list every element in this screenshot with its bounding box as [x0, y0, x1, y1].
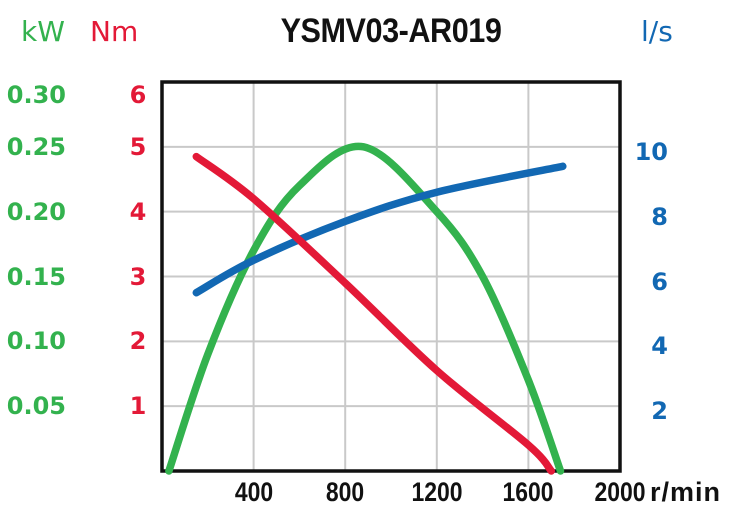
x-tick-label: 400 — [234, 477, 273, 507]
kw-tick-label: 0.20 — [6, 197, 66, 226]
x-tick-label: 1200 — [411, 477, 463, 507]
kw-tick-label: 0.30 — [6, 81, 66, 109]
nm-axis-title: Nm — [90, 15, 139, 48]
kw-tick-label: 0.10 — [6, 327, 66, 356]
nm-tick-label: 2 — [129, 327, 147, 356]
x-tick-label: 2000 — [594, 477, 646, 507]
ls-axis-title: l/s — [641, 15, 673, 48]
chart-title: YSMV03-AR019 — [280, 12, 502, 50]
nm-tick-label: 3 — [129, 262, 147, 291]
nm-tick-label: 1 — [129, 392, 147, 421]
x-axis-unit: r/min — [650, 477, 722, 507]
ls-tick-label: 4 — [651, 332, 668, 361]
ls-tick-label: 8 — [651, 202, 668, 231]
kw-tick-label: 0.05 — [6, 392, 66, 421]
nm-tick-label: 6 — [129, 81, 147, 109]
output-power-curve — [165, 142, 565, 475]
torque-curve — [192, 152, 556, 475]
nm-tick-label: 4 — [129, 197, 147, 226]
kw-tick-label: 0.15 — [6, 262, 66, 291]
kw-axis-title: kW — [21, 15, 65, 48]
kw-tick-label: 0.25 — [6, 132, 66, 161]
plot-frame — [160, 80, 622, 473]
nm-tick-label: 5 — [129, 132, 147, 161]
ls-tick-label: 2 — [651, 397, 668, 426]
x-tick-label: 800 — [326, 477, 365, 507]
flow-rate-curve — [192, 162, 567, 297]
x-tick-label: 1600 — [502, 477, 554, 507]
ls-tick-label: 10 — [634, 137, 668, 166]
ls-tick-label: 6 — [651, 267, 668, 296]
